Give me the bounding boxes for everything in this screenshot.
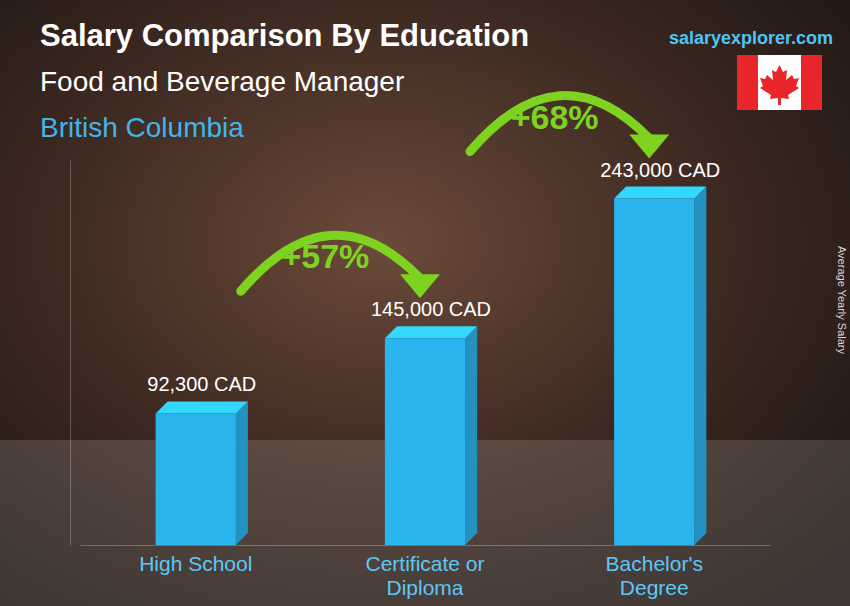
bar-side — [465, 326, 477, 545]
bar — [614, 199, 694, 546]
source: salaryexplorer.com — [669, 28, 833, 48]
flag — [737, 55, 822, 110]
annotation: +57% — [281, 237, 369, 275]
y-axis — [70, 161, 71, 546]
y-axis-title: Average Yearly Salary — [836, 246, 848, 355]
annotation-arrowhead — [629, 135, 669, 159]
x-tick: Bachelor'sDegree — [606, 545, 703, 599]
flag-band — [737, 55, 758, 110]
y-axis-line — [70, 161, 71, 546]
bar-top — [156, 401, 248, 413]
x-tick: High School — [139, 545, 252, 575]
x-tick-label: Bachelor'sDegree — [606, 552, 703, 599]
flag-field — [737, 55, 822, 110]
x-tick-label: Certificate orDiploma — [365, 552, 484, 599]
annotation: +68% — [511, 98, 599, 136]
bar-top — [614, 187, 706, 199]
chart: High School Certificate orDiploma Bachelor… — [0, 0, 850, 606]
bar-side — [236, 401, 248, 545]
x-tick-label: High School — [139, 552, 252, 575]
x-axis: High School Certificate orDiploma Bachelor… — [81, 545, 771, 599]
x-axis-line — [81, 545, 771, 546]
data-label: 92,300 CAD — [147, 373, 256, 395]
data-label: 243,000 CAD — [600, 159, 720, 181]
x-tick: Certificate orDiploma — [365, 545, 484, 599]
subtitle: Food and Beverage Manager — [40, 66, 404, 97]
bars — [156, 187, 707, 546]
bar — [156, 413, 236, 545]
annotation-arrow — [241, 235, 420, 291]
background — [0, 0, 850, 606]
flag-leaf — [760, 65, 799, 105]
bar-top — [385, 326, 477, 338]
data-label: 145,000 CAD — [371, 298, 491, 320]
title: Salary Comparison By Education — [40, 18, 529, 53]
flag-band — [801, 55, 822, 110]
annotation-arrowhead — [400, 274, 440, 298]
bar-side — [694, 187, 706, 546]
annotation-arrow — [470, 96, 649, 152]
location: British Columbia — [40, 112, 244, 143]
bar — [385, 338, 465, 545]
